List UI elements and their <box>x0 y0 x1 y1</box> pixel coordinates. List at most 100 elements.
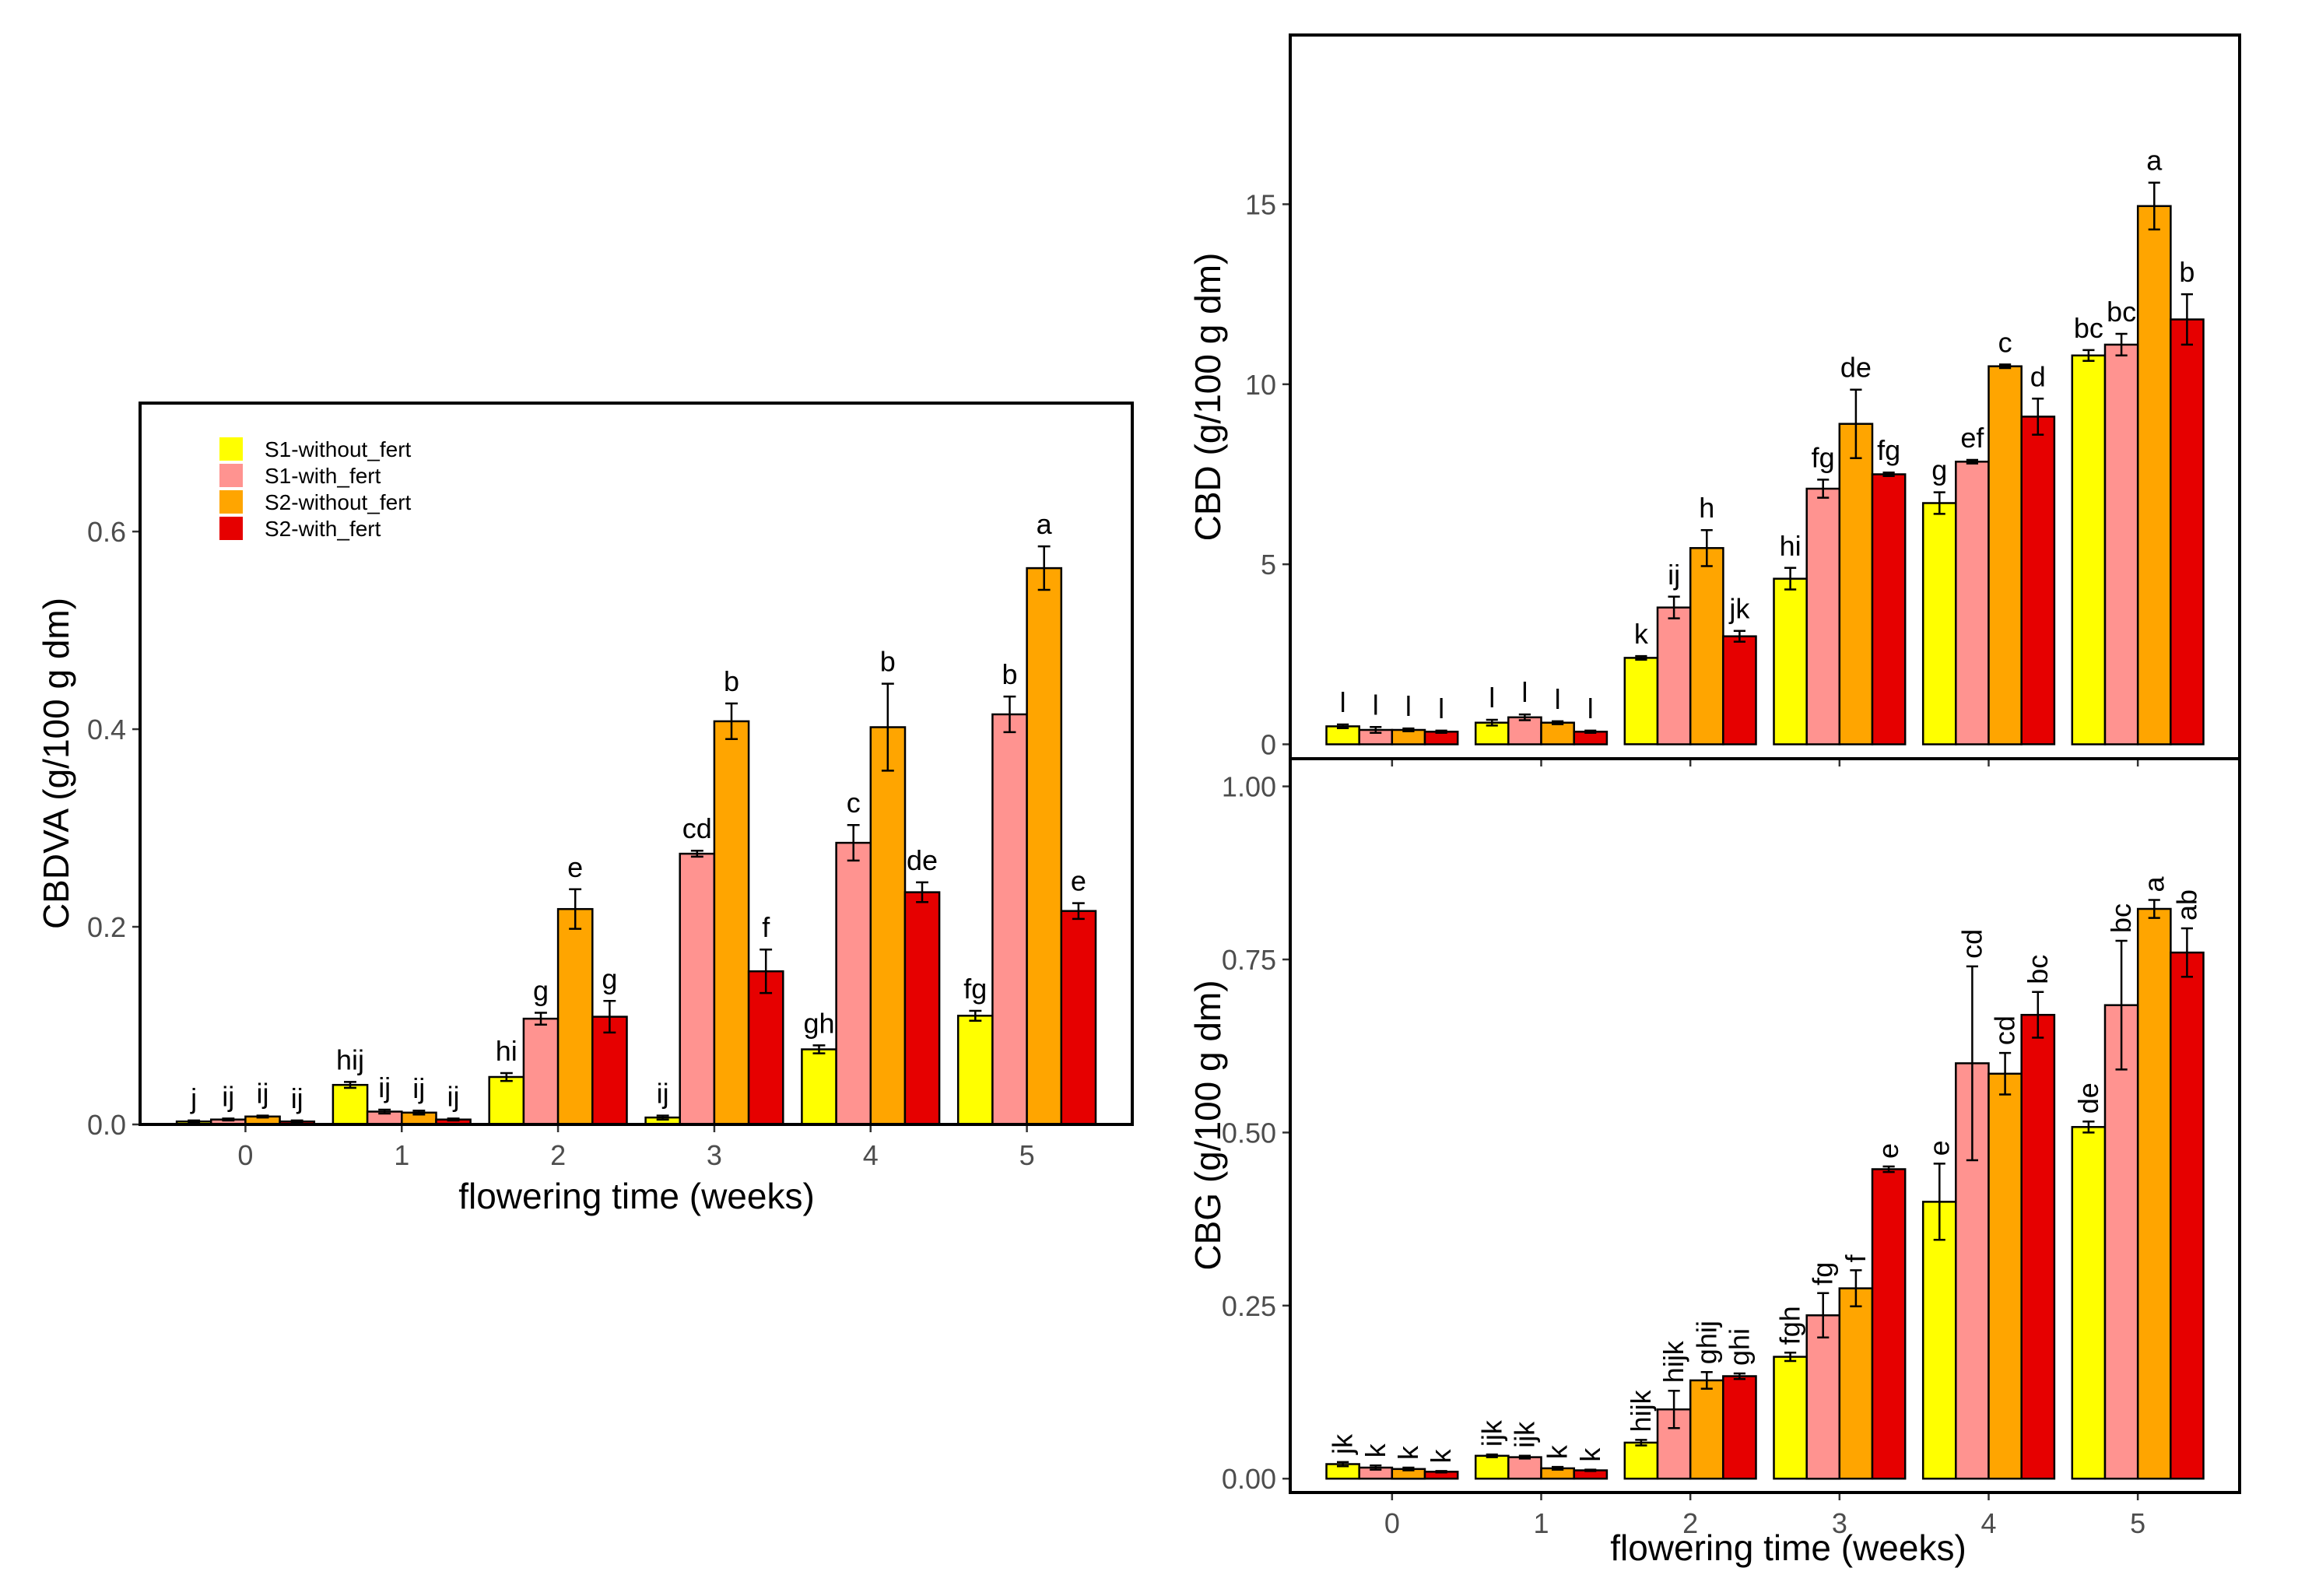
cbg-sig-label-s2-without-fert-week-5: a <box>2138 876 2170 893</box>
cbg-x-tick-label: 0 <box>1384 1507 1400 1539</box>
cbd-error-bar-s1-with-fert-week-2 <box>1668 595 1680 619</box>
cbd-error-bar-s2-without-fert-week-1 <box>1552 720 1564 725</box>
cbg-error-bar-s1-with-fert-week-3 <box>1817 1292 1830 1338</box>
cbg-sig-label-s1-without-fert-week-3: fgh <box>1774 1306 1806 1345</box>
cbg-error-bar-s2-without-fert-week-2 <box>1700 1370 1713 1390</box>
cbg-sig-label-s2-with-fert-week-1: k <box>1574 1447 1606 1462</box>
cbg-bar-s1-with-fert-week-3 <box>1805 1314 1841 1480</box>
cbdva-sig-label-s2-without-fert-week-0: ij <box>257 1078 269 1110</box>
cbg-error-bar-s2-with-fert-week-3 <box>1882 1165 1895 1173</box>
cbdva-sig-label-s1-with-fert-week-5: b <box>1002 658 1017 690</box>
cbd-error-bar-s1-with-fert-week-1 <box>1518 713 1531 721</box>
cbg-sig-label-s2-with-fert-week-5: ab <box>2170 889 2202 921</box>
cbg-error-bar-s2-without-fert-week-5 <box>2148 899 2160 919</box>
cbd-y-tick-label: 0 <box>1261 728 1276 760</box>
cbg-plot-frame <box>1289 757 2241 1494</box>
cbdva-x-tick-label: 0 <box>237 1139 253 1171</box>
cbg-sig-label-s1-with-fert-week-3: fg <box>1807 1262 1839 1286</box>
cbg-sig-label-s1-with-fert-week-0: k <box>1359 1443 1391 1457</box>
cbdva-error-bar-s2-without-fert-week-5 <box>1037 545 1051 591</box>
cbdva-bar-s2-without-fert-week-2 <box>556 907 594 1126</box>
cbdva-sig-label-s2-without-fert-week-1: ij <box>412 1072 425 1104</box>
cbg-sig-label-s2-without-fert-week-3: f <box>1840 1254 1872 1262</box>
cbdva-error-bar-s2-with-fert-week-5 <box>1072 902 1085 921</box>
cbdva-error-bar-s1-without-fert-week-4 <box>812 1044 826 1054</box>
cbg-error-bar-s1-with-fert-week-4 <box>1966 965 1978 1162</box>
cbd-bar-s1-without-fert-week-2 <box>1623 657 1659 745</box>
cbdva-sig-label-s2-with-fert-week-5: e <box>1071 865 1086 897</box>
cbdva-error-bar-s1-without-fert-week-3 <box>656 1114 669 1121</box>
cbd-sig-label-s1-with-fert-week-5: bc <box>2107 296 2136 328</box>
cbdva-bar-s2-with-fert-week-4 <box>903 891 941 1126</box>
cbg-error-bar-s1-without-fert-week-4 <box>1933 1163 1945 1241</box>
cbd-bar-s1-without-fert-week-4 <box>1921 502 1957 745</box>
cbd-sig-label-s2-with-fert-week-5: b <box>2179 256 2194 288</box>
cbd-sig-label-s2-with-fert-week-2: jk <box>1728 593 1750 625</box>
cbd-error-bar-s1-without-fert-week-3 <box>1784 566 1797 591</box>
cbdva-error-bar-s1-without-fert-week-1 <box>344 1081 356 1089</box>
cbd-bar-s2-without-fert-week-1 <box>1540 721 1575 745</box>
cbd-sig-label-s1-with-fert-week-1: l <box>1521 676 1528 708</box>
cbd-bar-s2-without-fert-week-2 <box>1689 547 1724 745</box>
cbg-error-bar-s1-without-fert-week-0 <box>1337 1461 1349 1468</box>
cbg-sig-label-s1-without-fert-week-5: de <box>2072 1082 2104 1114</box>
cbdva-bar-s2-with-fert-week-5 <box>1060 910 1097 1126</box>
cbdva-error-bar-s1-with-fert-week-5 <box>1003 695 1016 734</box>
cbd-bar-s1-with-fert-week-2 <box>1656 606 1692 745</box>
cbg-sig-label-s1-with-fert-week-2: hijk <box>1658 1340 1689 1383</box>
cbd-error-bar-s1-with-fert-week-5 <box>2115 332 2128 357</box>
cbg-bar-s2-with-fert-week-2 <box>1722 1375 1757 1480</box>
cbd-sig-label-s1-without-fert-week-3: hi <box>1780 530 1802 562</box>
cbdva-error-bar-s1-with-fert-week-0 <box>222 1117 235 1122</box>
cbd-sig-label-s2-without-fert-week-0: l <box>1405 690 1412 722</box>
cbg-bar-s1-without-fert-week-1 <box>1474 1454 1510 1480</box>
cbdva-sig-label-s1-without-fert-week-3: ij <box>657 1078 669 1110</box>
cbg-error-bar-s1-with-fert-week-0 <box>1370 1464 1382 1471</box>
cbg-sig-label-s1-with-fert-week-1: ijk <box>1508 1421 1540 1448</box>
cbd-error-bar-s1-with-fert-week-4 <box>1966 458 1978 465</box>
cbdva-bar-s1-with-fert-week-2 <box>522 1017 560 1126</box>
cbdva-x-tick-label: 5 <box>1019 1139 1035 1171</box>
cbdva-x-axis-title: flowering time (weeks) <box>458 1176 815 1216</box>
cbd-sig-label-s2-without-fert-week-4: c <box>1998 326 2012 358</box>
cbd-sig-label-s2-without-fert-week-5: a <box>2146 145 2163 177</box>
cbg-sig-label-s2-with-fert-week-2: ghi <box>1723 1328 1755 1366</box>
cbd-bar-s1-with-fert-week-5 <box>2103 343 2139 745</box>
cbg-error-bar-s2-with-fert-week-4 <box>2032 991 2044 1039</box>
cbg-error-bar-s2-with-fert-week-2 <box>1733 1372 1745 1380</box>
cbdva-sig-label-s1-with-fert-week-3: cd <box>682 812 712 844</box>
cbg-error-bar-s2-without-fert-week-0 <box>1402 1466 1415 1471</box>
cbdva-bar-s2-without-fert-week-5 <box>1026 566 1063 1126</box>
cbg-bar-s2-without-fert-week-3 <box>1838 1287 1874 1480</box>
cbdva-error-bar-s2-with-fert-week-2 <box>603 1000 616 1034</box>
cbdva-sig-label-s2-without-fert-week-3: b <box>724 665 739 697</box>
cbd-sig-label-s1-without-fert-week-5: bc <box>2074 312 2103 344</box>
cbg-sig-label-s2-without-fert-week-4: cd <box>1989 1015 2021 1045</box>
cbg-error-bar-s1-with-fert-week-5 <box>2115 939 2128 1071</box>
cbd-sig-label-s2-with-fert-week-4: d <box>2030 360 2046 392</box>
cbdva-sig-label-s1-with-fert-week-0: ij <box>222 1080 234 1112</box>
cbg-bar-s2-without-fert-week-2 <box>1689 1379 1724 1480</box>
cbg-y-tick-label: 1.00 <box>1222 771 1276 803</box>
cbdva-sig-label-s2-without-fert-week-4: b <box>880 646 896 678</box>
cbdva-sig-label-s1-without-fert-week-4: gh <box>803 1007 834 1039</box>
cbg-bars <box>1325 899 2205 1480</box>
cbd-sig-label-s1-without-fert-week-0: l <box>1340 686 1346 718</box>
cbg-error-bar-s2-without-fert-week-1 <box>1552 1465 1564 1471</box>
cbdva-error-bar-s1-with-fert-week-3 <box>690 849 703 858</box>
cbd-bar-s2-with-fert-week-3 <box>1871 473 1907 745</box>
cbdva-bars <box>175 545 1097 1126</box>
legend-label-s2-with-fert: S2-with_fert <box>265 517 381 541</box>
cbdva-error-bar-s1-with-fert-week-4 <box>847 823 860 862</box>
legend: S1-without_fert S1-with_fert S2-without_… <box>219 437 412 541</box>
cbd-bar-s2-with-fert-week-5 <box>2170 318 2205 745</box>
cbg-error-bar-s2-with-fert-week-5 <box>2180 927 2193 978</box>
cbd-y-tick-label: 15 <box>1245 188 1276 220</box>
cbg-bar-s2-without-fert-week-5 <box>2136 907 2172 1480</box>
cbdva-error-bar-s1-without-fert-week-2 <box>500 1072 513 1082</box>
cbg-ticks: 0.00 0.25 0.50 0.75 1.00 0 1 2 3 4 5 <box>1222 771 2145 1539</box>
